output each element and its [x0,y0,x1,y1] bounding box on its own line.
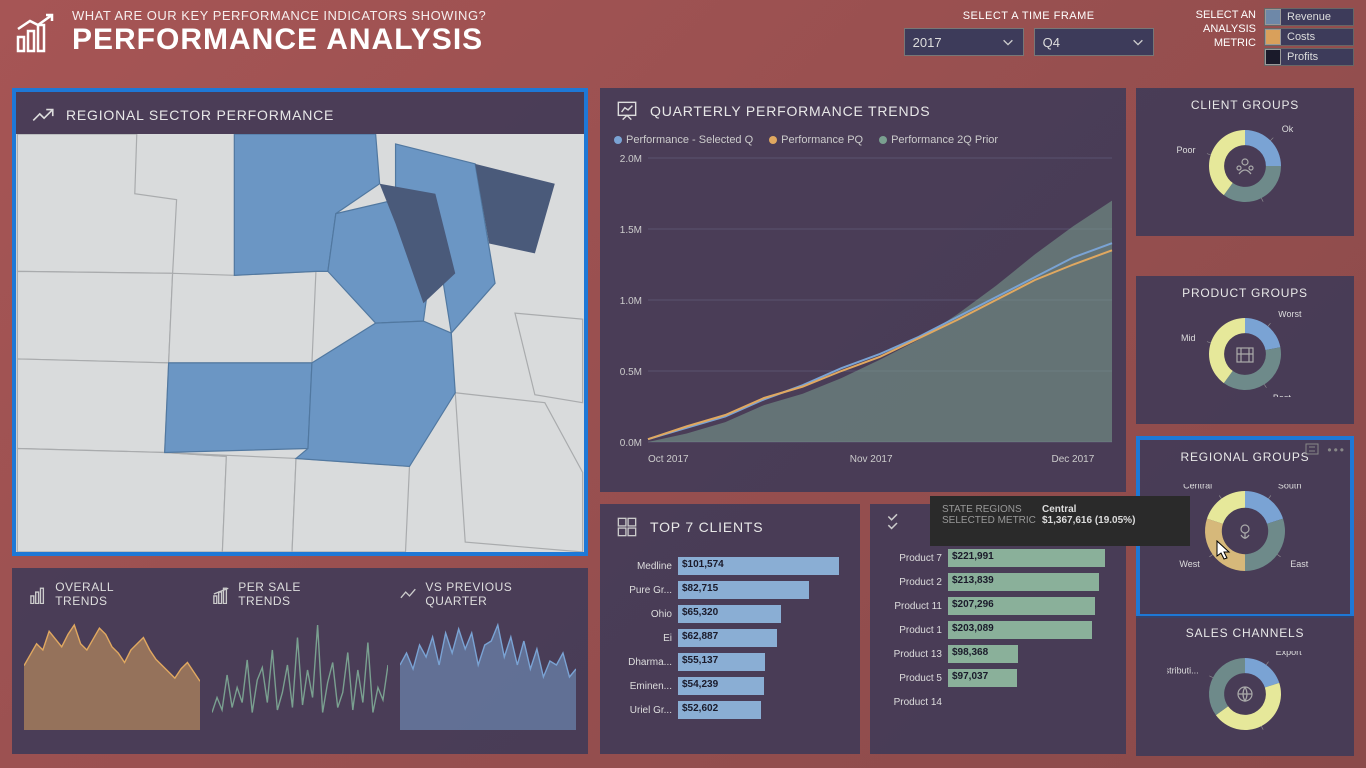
svg-text:1.0M: 1.0M [620,296,642,307]
vs-prev-quarter-spark[interactable] [400,620,576,730]
metric-option-revenue[interactable]: Revenue [1264,8,1354,26]
svg-text:Mid: Mid [1181,333,1196,343]
sales-channels-title: SALES CHANNELS [1136,616,1354,642]
trends-title: QUARTERLY PERFORMANCE TRENDS [650,103,930,119]
svg-text:South: South [1278,484,1302,491]
bar-row[interactable]: Uriel Gr...$52,602 [608,698,852,722]
trend-up-icon [30,102,56,128]
checklist-icon [884,510,910,536]
map-title: REGIONAL SECTOR PERFORMANCE [66,107,334,123]
bar-row[interactable]: Pure Gr...$82,715 [608,578,852,602]
metric-option-profits[interactable]: Profits [1264,48,1354,66]
quarterly-trends-panel: QUARTERLY PERFORMANCE TRENDS Performance… [600,88,1126,492]
svg-text:Central: Central [1183,484,1212,491]
trends-legend: Performance - Selected QPerformance PQPe… [600,134,1126,146]
product-groups-donut[interactable]: Worst Best Mid [1136,302,1354,406]
svg-text:Distributi...: Distributi... [1167,665,1199,675]
bar-row[interactable]: Product 14 [878,690,1118,714]
svg-text:Nov 2017: Nov 2017 [850,454,893,465]
per-sale-trends-spark[interactable] [212,620,388,730]
sales-channels-donut[interactable]: Export Wholesale Distributi... [1136,642,1354,746]
svg-text:East: East [1290,559,1309,569]
state-il-in[interactable] [296,321,455,466]
metric-options: Revenue Costs Profits [1264,8,1354,66]
year-dropdown[interactable]: 2017 [904,28,1024,56]
easel-chart-icon [614,98,640,124]
timeframe-label: SELECT A TIME FRAME [904,10,1154,22]
chart-logo-icon [12,9,60,57]
svg-text:Dec 2017: Dec 2017 [1051,454,1094,465]
state-iowa [169,271,316,363]
page-subtitle: WHAT ARE OUR KEY PERFORMANCE INDICATORS … [72,8,486,23]
quarter-value: Q4 [1043,35,1060,50]
cursor-icon [1216,540,1232,560]
state-ne[interactable] [165,363,312,453]
client-groups-title: CLIENT GROUPS [1136,88,1354,114]
page-title: PERFORMANCE ANALYSIS [72,23,486,57]
chevron-down-icon [1131,35,1145,49]
chevron-down-icon [1001,35,1015,49]
top7-bars[interactable]: Medline$101,574Pure Gr...$82,715Ohio$65,… [600,550,860,722]
svg-text:0.5M: 0.5M [620,367,642,378]
svg-text:West: West [1179,559,1200,569]
sales-channels-panel: SALES CHANNELS Export Wholesale Distributi… [1136,616,1354,756]
topprod-bars[interactable]: Product 7$221,991Product 2$213,839Produc… [870,542,1126,714]
client-groups-panel: CLIENT GROUPS Ok Top Poor [1136,88,1354,236]
mini-header-0: OVERALL TRENDS [28,580,165,608]
bar-row[interactable]: Product 5$97,037 [878,666,1118,690]
bar-row[interactable]: Product 11$207,296 [878,594,1118,618]
regional-map-panel: REGIONAL SECTOR PERFORMANCE [12,88,588,556]
svg-text:Poor: Poor [1177,145,1196,155]
mini-header-2: VS PREVIOUS QUARTER [398,580,572,608]
mini-icon [398,584,417,604]
mini-icon [211,584,230,604]
more-options-icon[interactable]: ••• [1327,443,1346,457]
client-groups-donut[interactable]: Ok Top Poor [1136,114,1354,218]
bar-row[interactable]: Product 1$203,089 [878,618,1118,642]
svg-text:0.0M: 0.0M [620,438,642,449]
mini-header-1: PER SALE TRENDS [211,580,352,608]
bar-row[interactable]: Dharma...$55,137 [608,650,852,674]
top7-title: TOP 7 CLIENTS [650,519,763,535]
product-groups-panel: PRODUCT GROUPS Worst Best Mid [1136,276,1354,424]
overall-trends-spark[interactable] [24,620,200,730]
year-value: 2017 [913,35,942,50]
svg-text:Export: Export [1276,651,1303,657]
map-region[interactable] [16,134,584,552]
quarter-dropdown[interactable]: Q4 [1034,28,1154,56]
group-icon [614,514,640,540]
bar-row[interactable]: Product 2$213,839 [878,570,1118,594]
bar-row[interactable]: Medline$101,574 [608,554,852,578]
metric-select-label: SELECT AN ANALYSIS METRIC [1196,8,1256,66]
trends-chart[interactable]: 0.0M 0.5M 1.0M 1.5M 2.0M Oct 2017 Nov 2017 Dec … [608,152,1118,472]
svg-text:1.5M: 1.5M [620,225,642,236]
svg-text:Oct 2017: Oct 2017 [648,454,689,465]
svg-text:2.0M: 2.0M [620,154,642,165]
bar-row[interactable]: Product 13$98,368 [878,642,1118,666]
mini-icon [28,584,47,604]
bar-row[interactable]: Ohio$65,320 [608,602,852,626]
focus-mode-icon[interactable] [1305,443,1319,455]
top-clients-panel: TOP 7 CLIENTS Medline$101,574Pure Gr...$… [600,504,860,754]
svg-text:Best: Best [1273,393,1292,397]
svg-text:Ok: Ok [1282,124,1294,134]
svg-text:Worst: Worst [1278,311,1302,319]
bar-row[interactable]: Product 7$221,991 [878,546,1118,570]
metric-option-costs[interactable]: Costs [1264,28,1354,46]
svg-text:Top: Top [1269,207,1284,209]
bar-row[interactable]: Ei$62,887 [608,626,852,650]
header: WHAT ARE OUR KEY PERFORMANCE INDICATORS … [0,0,1366,80]
product-groups-title: PRODUCT GROUPS [1136,276,1354,302]
svg-text:Wholesale: Wholesale [1269,735,1311,737]
region-tooltip: STATE REGIONSCentral SELECTED METRIC$1,3… [930,496,1190,546]
mini-trends-panel: OVERALL TRENDS PER SALE TRENDS VS PREVIOUS… [12,568,588,754]
bar-row[interactable]: Eminen...$54,239 [608,674,852,698]
